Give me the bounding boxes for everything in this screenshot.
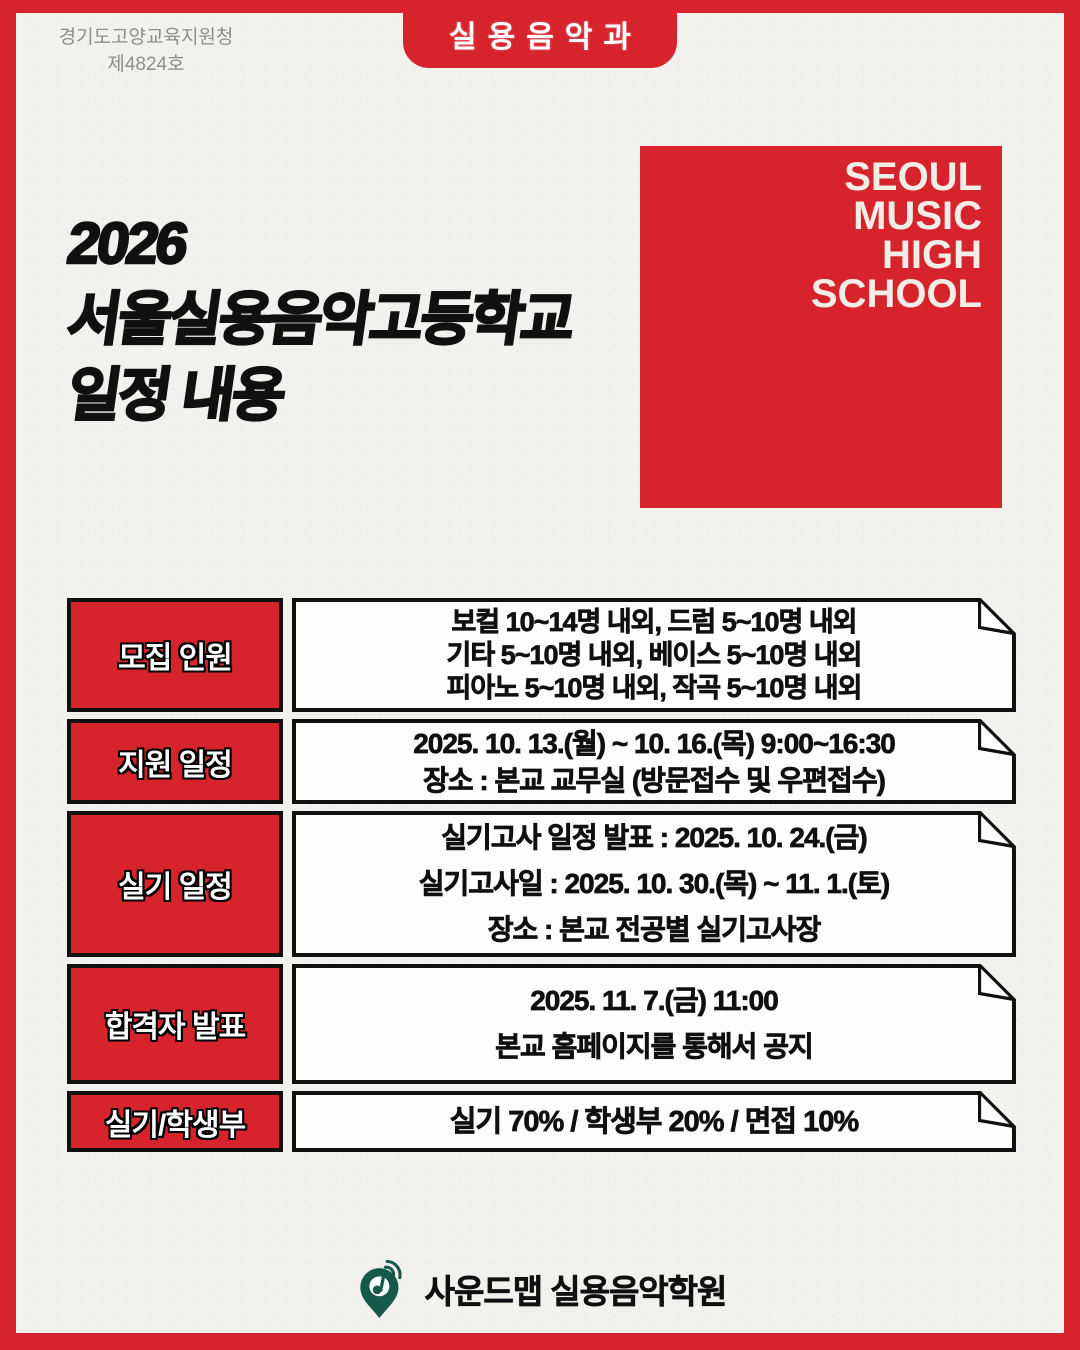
table-row-label-text: 모집 인원 (118, 642, 233, 675)
agency-note: 경기도고양교육지원청 제4824호 (54, 24, 238, 78)
table-row-content: 2025. 11. 7.(금) 11:00 본교 홈페이지를 통해서 공지 (292, 964, 1016, 1084)
table-row-label: 합격자 발표 (67, 964, 283, 1084)
table-row-label: 실기 일정 (67, 811, 283, 957)
table-cell-line: 장소 : 본교 전공별 실기고사장 (487, 914, 821, 946)
table-row: 모집 인원 보컬 10~14명 내외, 드럼 5~10명 내외 기타 5~10명 … (67, 598, 1016, 712)
table-row-content-lines: 실기고사 일정 발표 : 2025. 10. 24.(금) 실기고사일 : 202… (296, 815, 1012, 953)
logo-line: SCHOOL (810, 272, 982, 316)
table-row-label-text: 합격자 발표 (104, 1011, 246, 1044)
table-row-content-lines: 보컬 10~14명 내외, 드럼 5~10명 내외 기타 5~10명 내외, 베이… (296, 606, 1012, 705)
agency-number: 제4824호 (107, 54, 185, 75)
table-row: 합격자 발표 2025. 11. 7.(금) 11:00 본교 홈페이지를 통해서… (67, 964, 1016, 1084)
table-row-label: 지원 일정 (67, 719, 283, 804)
table-row-content-lines: 2025. 10. 13.(월) ~ 10. 16.(목) 9:00~16:30… (296, 725, 1012, 799)
table-row-content: 보컬 10~14명 내외, 드럼 5~10명 내외 기타 5~10명 내외, 베이… (292, 598, 1016, 712)
folded-corner-icon (978, 811, 1016, 849)
table-row: 실기 일정 실기고사 일정 발표 : 2025. 10. 24.(금) 실기고사일… (67, 811, 1016, 957)
logo-line: HIGH (882, 233, 982, 277)
table-cell-line: 2025. 11. 7.(금) 11:00 (530, 985, 779, 1017)
title-school: 서울실용음악고등학교 (62, 286, 577, 354)
frame-left (0, 0, 16, 1350)
table-row-label-text: 지원 일정 (118, 748, 233, 782)
department-badge-label: 실용음악과 (449, 21, 642, 54)
table-cell-line: 기타 5~10명 내외, 베이스 5~10명 내외 (446, 639, 863, 670)
table-row-content: 2025. 10. 13.(월) ~ 10. 16.(목) 9:00~16:30… (292, 719, 1016, 804)
table-row-content-lines: 2025. 11. 7.(금) 11:00 본교 홈페이지를 통해서 공지 (296, 978, 1012, 1070)
table-cell-line: 장소 : 본교 교무실 (방문접수 및 우편접수) (423, 764, 887, 796)
agency-name: 경기도고양교육지원청 (58, 27, 234, 48)
folded-corner-icon (978, 598, 1016, 636)
school-logo: SEOUL MUSIC HIGH SCHOOL (640, 146, 1002, 508)
footer-brand: 사운드맵 실용음악학원 (0, 1256, 1080, 1322)
frame-bottom (0, 1333, 1080, 1350)
table-row-label: 모집 인원 (67, 598, 283, 712)
table-row-content: 실기 70% / 학생부 20% / 면접 10% (292, 1091, 1016, 1152)
table-cell-line: 실기고사일 : 2025. 10. 30.(목) ~ 11. 1.(토) (418, 868, 890, 900)
title-subject: 일정 내용 (62, 362, 288, 430)
table-row-label-text: 실기 일정 (118, 871, 233, 904)
folded-corner-icon (978, 964, 1016, 1002)
school-logo-text: SEOUL MUSIC HIGH SCHOOL (810, 155, 982, 316)
logo-line: SEOUL (844, 155, 982, 199)
title-year: 2026 (62, 210, 191, 278)
folded-corner-icon (978, 719, 1016, 757)
page-title: 2026 서울실용음악고등학교 일정 내용 (62, 206, 577, 434)
table-cell-line: 보컬 10~14명 내외, 드럼 5~10명 내외 (451, 606, 858, 637)
table-cell-line: 피아노 5~10명 내외, 작곡 5~10명 내외 (446, 672, 863, 703)
frame-right (1064, 0, 1080, 1350)
logo-line: MUSIC (853, 194, 982, 238)
table-row: 실기/학생부 실기 70% / 학생부 20% / 면접 10% (67, 1091, 1016, 1152)
table-row-content-lines: 실기 70% / 학생부 20% / 면접 10% (296, 1105, 1012, 1139)
table-cell-line: 실기고사 일정 발표 : 2025. 10. 24.(금) (441, 822, 868, 854)
footer-brand-text: 사운드맵 실용음악학원 (424, 1273, 727, 1311)
table-row-label: 실기/학생부 (67, 1091, 283, 1152)
schedule-table: 모집 인원 보컬 10~14명 내외, 드럼 5~10명 내외 기타 5~10명 … (67, 598, 1016, 1152)
table-row-content: 실기고사 일정 발표 : 2025. 10. 24.(금) 실기고사일 : 202… (292, 811, 1016, 957)
table-cell-line: 본교 홈페이지를 통해서 공지 (495, 1031, 814, 1063)
table-cell-line: 실기 70% / 학생부 20% / 면접 10% (449, 1105, 859, 1138)
table-cell-line: 2025. 10. 13.(월) ~ 10. 16.(목) 9:00~16:30 (413, 727, 896, 759)
folded-corner-icon (978, 1091, 1016, 1129)
soundmap-pin-icon (359, 1259, 402, 1318)
table-row: 지원 일정 2025. 10. 13.(월) ~ 10. 16.(목) 9:00… (67, 719, 1016, 804)
department-badge: 실용음악과 (403, 0, 677, 68)
table-row-label-text: 실기/학생부 (104, 1108, 246, 1142)
